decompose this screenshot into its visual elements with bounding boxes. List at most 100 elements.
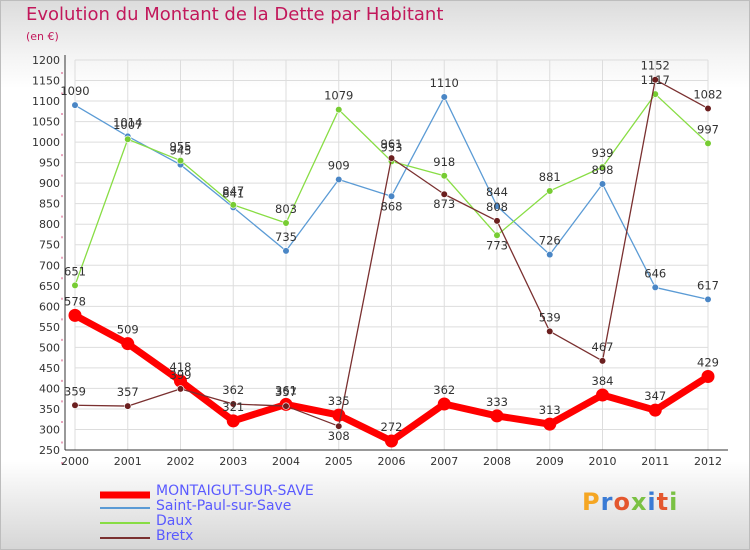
x-tick-label: 2011: [641, 455, 669, 468]
data-label: 1079: [324, 89, 353, 103]
series-point: [651, 283, 659, 292]
series-point: [282, 402, 290, 410]
data-label: 362: [433, 383, 455, 397]
y-tick-label: 900: [39, 177, 60, 190]
logo-letter: r: [600, 488, 614, 516]
chart-title: Evolution du Montant de la Dette par Hab…: [26, 4, 444, 25]
series-point: [335, 422, 343, 430]
y-tick-label: 1000: [32, 136, 60, 149]
series-point: [71, 101, 79, 109]
data-label: 359: [64, 384, 86, 398]
legend-label: Bretx: [156, 528, 194, 544]
series-point: [490, 409, 504, 423]
data-label: 847: [222, 184, 244, 198]
data-label: 873: [433, 197, 455, 211]
series-point: [596, 388, 609, 402]
legend-label: MONTAIGUT-SUR-SAVE: [156, 483, 314, 499]
y-tick-label: 300: [39, 423, 60, 436]
data-label: 868: [381, 199, 403, 213]
y-tick-label: 700: [39, 259, 60, 272]
x-tick-label: 2001: [114, 455, 142, 468]
data-label: 313: [539, 403, 561, 417]
y-tick-label: 550: [39, 321, 60, 334]
y-tick-label: 350: [39, 403, 60, 416]
data-label: 945: [170, 144, 192, 158]
series: [68, 76, 715, 448]
series-point: [437, 397, 451, 411]
y-tick-label: 800: [39, 218, 60, 231]
x-tick-label: 2009: [536, 455, 564, 468]
data-label: 844: [486, 185, 508, 199]
series-point: [704, 295, 712, 303]
data-label: 1117: [641, 73, 670, 87]
data-label: 1082: [693, 87, 722, 101]
series-point: [71, 281, 79, 289]
data-label: 773: [486, 238, 508, 252]
legend-swatch: [100, 507, 150, 509]
series-point: [174, 374, 187, 388]
series-point: [229, 201, 237, 209]
series-point: [335, 106, 343, 114]
series-point: [335, 175, 343, 184]
x-tick-label: 2006: [378, 455, 406, 468]
data-label: 429: [697, 356, 719, 370]
data-labels: 578 509 418 321 361 335 272 362 333 313 384 347 429 1…: [60, 59, 722, 443]
y-tick-label: 600: [39, 300, 60, 313]
data-label: 418: [170, 360, 192, 374]
grid: [74, 59, 709, 451]
data-label: 467: [592, 340, 614, 354]
series-point: [493, 231, 501, 239]
data-label: 803: [275, 202, 297, 216]
series-point: [332, 408, 346, 422]
data-label: 953: [381, 140, 403, 154]
data-label: 357: [275, 385, 297, 399]
data-label: 1090: [60, 84, 89, 98]
data-label: 646: [644, 266, 666, 280]
data-label: 955: [170, 140, 192, 154]
logo-letter: o: [613, 488, 631, 516]
series-point: [440, 190, 448, 198]
y-tick-label: 1050: [32, 116, 60, 129]
y-tick-label: 850: [39, 198, 60, 211]
data-label: 509: [117, 323, 139, 337]
data-label: 881: [539, 170, 561, 184]
series-point: [546, 187, 554, 195]
data-label: 321: [222, 400, 244, 414]
series-point: [493, 202, 501, 210]
data-label: 735: [275, 230, 297, 244]
data-label: 909: [328, 158, 350, 172]
data-label: 357: [117, 385, 139, 399]
legend-label: Saint-Paul-sur-Save: [156, 498, 292, 514]
series-point: [282, 247, 290, 255]
series-point: [546, 250, 554, 259]
axes: 250 300 350 400 450 500 550 600 650 700 750 800 850 9…: [32, 54, 728, 468]
x-tick-label: 2004: [272, 455, 300, 468]
series-point: [598, 180, 607, 188]
proxiti-logo: Proxiti: [582, 488, 678, 516]
data-label: 578: [64, 294, 86, 308]
data-label: 1110: [430, 76, 459, 90]
y-tick-label: 1100: [32, 95, 60, 108]
y-tick-label: 1200: [32, 54, 60, 67]
logo-letter: P: [582, 488, 601, 516]
y-tick-label: 750: [39, 239, 60, 252]
data-label: 726: [539, 234, 561, 248]
x-tick-label: 2002: [167, 455, 195, 468]
legend-swatch: [100, 537, 150, 539]
x-tick-label: 2008: [483, 455, 511, 468]
data-label: 384: [592, 374, 614, 388]
series-point: [701, 370, 715, 384]
series-point: [282, 219, 290, 227]
series-point: [68, 308, 82, 322]
data-label: 841: [222, 186, 244, 200]
series-point: [546, 327, 554, 335]
y-tick-label: 650: [39, 280, 60, 293]
chart-subtitle: (en €): [26, 30, 59, 43]
series-point: [176, 385, 185, 393]
legend-swatch: [100, 522, 150, 524]
series-point: [226, 414, 240, 428]
data-label: 617: [697, 278, 719, 292]
logo-letter: x: [630, 488, 648, 516]
data-label: 539: [539, 310, 561, 324]
y-tick-label: 450: [39, 362, 60, 375]
